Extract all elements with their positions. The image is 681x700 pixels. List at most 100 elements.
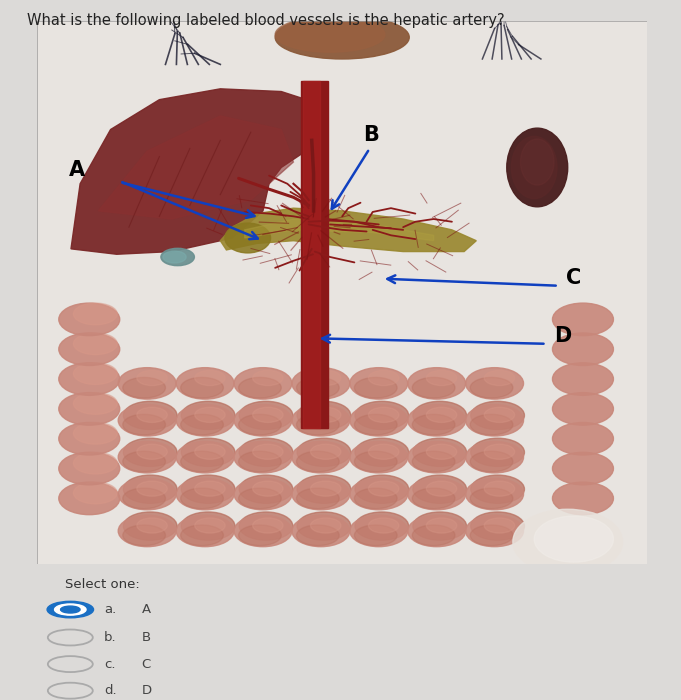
Ellipse shape bbox=[137, 444, 168, 459]
Ellipse shape bbox=[471, 438, 524, 466]
Ellipse shape bbox=[181, 401, 235, 430]
Ellipse shape bbox=[74, 422, 117, 444]
Ellipse shape bbox=[412, 414, 455, 435]
Ellipse shape bbox=[368, 370, 399, 386]
Ellipse shape bbox=[470, 414, 513, 435]
Ellipse shape bbox=[181, 475, 235, 503]
Text: D: D bbox=[142, 684, 152, 697]
Ellipse shape bbox=[426, 518, 457, 533]
Text: D: D bbox=[554, 326, 571, 346]
Ellipse shape bbox=[408, 515, 466, 547]
Ellipse shape bbox=[195, 481, 225, 496]
Ellipse shape bbox=[471, 512, 524, 540]
Ellipse shape bbox=[74, 482, 117, 504]
Ellipse shape bbox=[253, 370, 283, 386]
Ellipse shape bbox=[59, 482, 120, 514]
Ellipse shape bbox=[311, 444, 341, 459]
Ellipse shape bbox=[74, 452, 117, 474]
Ellipse shape bbox=[123, 525, 165, 545]
Ellipse shape bbox=[408, 478, 466, 510]
Text: A: A bbox=[69, 160, 85, 180]
Ellipse shape bbox=[292, 442, 350, 473]
Ellipse shape bbox=[59, 393, 120, 425]
Ellipse shape bbox=[534, 516, 614, 562]
Ellipse shape bbox=[195, 407, 225, 423]
Ellipse shape bbox=[275, 17, 385, 52]
Ellipse shape bbox=[413, 512, 466, 540]
Ellipse shape bbox=[123, 475, 177, 503]
Ellipse shape bbox=[74, 303, 117, 325]
Ellipse shape bbox=[180, 377, 223, 398]
Polygon shape bbox=[220, 208, 476, 251]
Ellipse shape bbox=[118, 478, 176, 510]
Ellipse shape bbox=[180, 452, 223, 472]
Ellipse shape bbox=[176, 442, 234, 473]
Ellipse shape bbox=[484, 407, 515, 423]
Ellipse shape bbox=[176, 368, 234, 399]
Ellipse shape bbox=[355, 512, 409, 540]
Ellipse shape bbox=[161, 248, 194, 266]
Ellipse shape bbox=[350, 478, 408, 510]
Ellipse shape bbox=[426, 370, 457, 386]
Ellipse shape bbox=[350, 442, 408, 473]
Ellipse shape bbox=[466, 368, 524, 399]
Ellipse shape bbox=[350, 368, 408, 399]
Ellipse shape bbox=[354, 377, 397, 398]
Ellipse shape bbox=[137, 518, 168, 533]
Ellipse shape bbox=[355, 475, 409, 503]
Ellipse shape bbox=[552, 363, 614, 396]
Ellipse shape bbox=[253, 407, 283, 423]
Ellipse shape bbox=[238, 488, 281, 509]
Ellipse shape bbox=[195, 444, 225, 459]
Ellipse shape bbox=[238, 452, 281, 472]
Text: B: B bbox=[363, 125, 379, 146]
Ellipse shape bbox=[413, 475, 466, 503]
Ellipse shape bbox=[552, 333, 614, 365]
Ellipse shape bbox=[354, 488, 397, 509]
Ellipse shape bbox=[59, 333, 120, 365]
Ellipse shape bbox=[471, 401, 524, 430]
Ellipse shape bbox=[408, 442, 466, 473]
Ellipse shape bbox=[354, 452, 397, 472]
Ellipse shape bbox=[253, 444, 283, 459]
Bar bbox=[301, 80, 328, 428]
Ellipse shape bbox=[470, 488, 513, 509]
Polygon shape bbox=[244, 219, 434, 241]
Ellipse shape bbox=[513, 510, 622, 574]
Ellipse shape bbox=[123, 438, 177, 466]
Ellipse shape bbox=[195, 518, 225, 533]
Ellipse shape bbox=[292, 368, 350, 399]
Ellipse shape bbox=[511, 136, 557, 199]
Text: C: C bbox=[142, 657, 151, 671]
Ellipse shape bbox=[181, 512, 235, 540]
Text: What is the following labeled blood vessels is the hepatic artery?: What is the following labeled blood vess… bbox=[27, 13, 505, 27]
Ellipse shape bbox=[552, 482, 614, 514]
Ellipse shape bbox=[253, 518, 283, 533]
Ellipse shape bbox=[59, 303, 120, 336]
Ellipse shape bbox=[180, 525, 223, 545]
Ellipse shape bbox=[471, 475, 524, 503]
Ellipse shape bbox=[311, 481, 341, 496]
Ellipse shape bbox=[484, 444, 515, 459]
Circle shape bbox=[54, 604, 86, 615]
Text: C: C bbox=[567, 268, 582, 288]
Ellipse shape bbox=[176, 405, 234, 436]
Ellipse shape bbox=[470, 525, 513, 545]
Ellipse shape bbox=[74, 363, 117, 384]
Ellipse shape bbox=[297, 438, 351, 466]
Text: Select one:: Select one: bbox=[65, 578, 140, 591]
Ellipse shape bbox=[239, 512, 293, 540]
Ellipse shape bbox=[484, 481, 515, 496]
Ellipse shape bbox=[484, 370, 515, 386]
Text: A: A bbox=[142, 603, 151, 616]
Ellipse shape bbox=[466, 515, 524, 547]
Ellipse shape bbox=[426, 407, 457, 423]
Ellipse shape bbox=[234, 405, 292, 436]
Ellipse shape bbox=[292, 405, 350, 436]
Ellipse shape bbox=[292, 478, 350, 510]
Ellipse shape bbox=[355, 401, 409, 430]
Ellipse shape bbox=[466, 405, 524, 436]
Ellipse shape bbox=[292, 515, 350, 547]
Ellipse shape bbox=[123, 377, 165, 398]
Ellipse shape bbox=[137, 481, 168, 496]
